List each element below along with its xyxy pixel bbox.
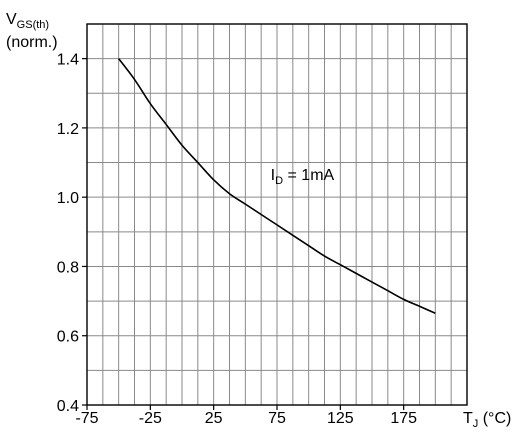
x-axis-label: TJ (°C): [463, 410, 511, 430]
x-tick-label: -75: [75, 410, 98, 427]
annotation-sub: D: [275, 175, 283, 187]
y-tick-label: 0.6: [57, 329, 79, 346]
y-axis-label-line2: (norm.): [6, 34, 58, 51]
y-tick-label: 1.2: [57, 121, 79, 138]
y-tick-label: 1.4: [57, 52, 79, 69]
annotation-id-1ma: ID = 1mA: [271, 167, 335, 187]
x-tick-label: -25: [139, 410, 162, 427]
plot-frame: [86, 23, 468, 406]
annotation-rest: = 1mA: [283, 167, 334, 184]
y-tick-label: 1.0: [57, 190, 79, 207]
x-axis-label-sub: J: [473, 418, 479, 430]
y-axis-label-main: V: [6, 11, 17, 28]
series-line-vgs-th: [118, 58, 436, 314]
x-tick-label: 125: [327, 410, 354, 427]
x-axis-label-unit: (°C): [478, 410, 511, 427]
annotation-main: I: [271, 167, 275, 184]
x-tick-label: 25: [205, 410, 223, 427]
x-tick-label: 75: [268, 410, 286, 427]
y-axis-label: VGS(th): [6, 11, 49, 31]
x-tick-label: 175: [390, 410, 417, 427]
y-tick-label: 0.8: [57, 259, 79, 276]
ticks: -75 -25 25 75 125 175 0.4 0.6 0.8 1.0 1.2 1.4: [57, 52, 417, 427]
y-axis-label-sub: GS(th): [17, 19, 49, 31]
x-axis-label-main: T: [463, 410, 473, 427]
grid: [87, 24, 467, 405]
y-tick-label: 0.4: [57, 398, 79, 415]
series-lines: [118, 58, 436, 314]
